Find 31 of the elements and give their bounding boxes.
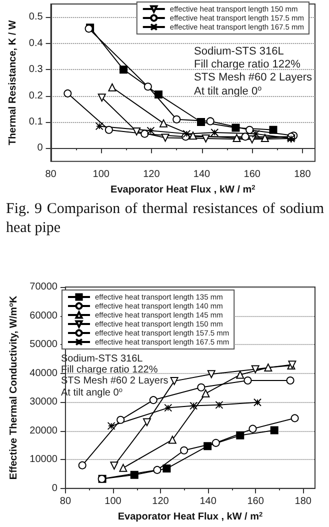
y-tick-label: 0 xyxy=(37,142,44,154)
y-tick-label: 0.3 xyxy=(28,64,44,76)
x-tick-label: 160 xyxy=(244,168,261,180)
y-axis-title: Thermal Resistance, K / W xyxy=(8,20,18,146)
x-tick-label: 140 xyxy=(193,168,211,180)
x-tick-label: 160 xyxy=(247,496,264,507)
y-tick-label: 0.1 xyxy=(28,116,44,128)
annotation: Sodium-STS 316L xyxy=(194,46,284,58)
annotation: Fill charge ratio 122% xyxy=(194,58,301,70)
x-tick-label: 180 xyxy=(294,496,312,507)
y-tick-label: 60000 xyxy=(30,310,58,322)
y-tick-label: 0 xyxy=(52,482,58,494)
x-tick-label: 100 xyxy=(92,168,110,180)
y-tick-label: 0.2 xyxy=(28,90,44,102)
y-tick-label: 10000 xyxy=(30,454,58,466)
y-tick-label: 0.4 xyxy=(28,38,44,49)
x-tick-label: 80 xyxy=(60,496,72,507)
x-tick-label: 180 xyxy=(294,168,312,180)
y-tick-label: 20000 xyxy=(30,425,58,436)
x-tick-label: 120 xyxy=(143,168,160,180)
x-tick-label: 100 xyxy=(104,496,122,507)
x-tick-label: 120 xyxy=(152,496,170,507)
x-tick-label: 140 xyxy=(200,496,217,507)
y-tick-label: 50000 xyxy=(30,339,58,350)
caption: Fig. 9 Comparison of thermal resistances of sodium heat pipe xyxy=(6,201,324,236)
y-tick-label: 70000 xyxy=(30,282,58,292)
y-tick-label: 30000 xyxy=(30,396,58,408)
x-tick-label: 80 xyxy=(45,168,57,180)
y-tick-label: 0.5 xyxy=(28,12,44,23)
y-tick-label: 40000 xyxy=(30,368,58,379)
annotation: STS Mesh #60 2 Layers xyxy=(194,72,313,84)
